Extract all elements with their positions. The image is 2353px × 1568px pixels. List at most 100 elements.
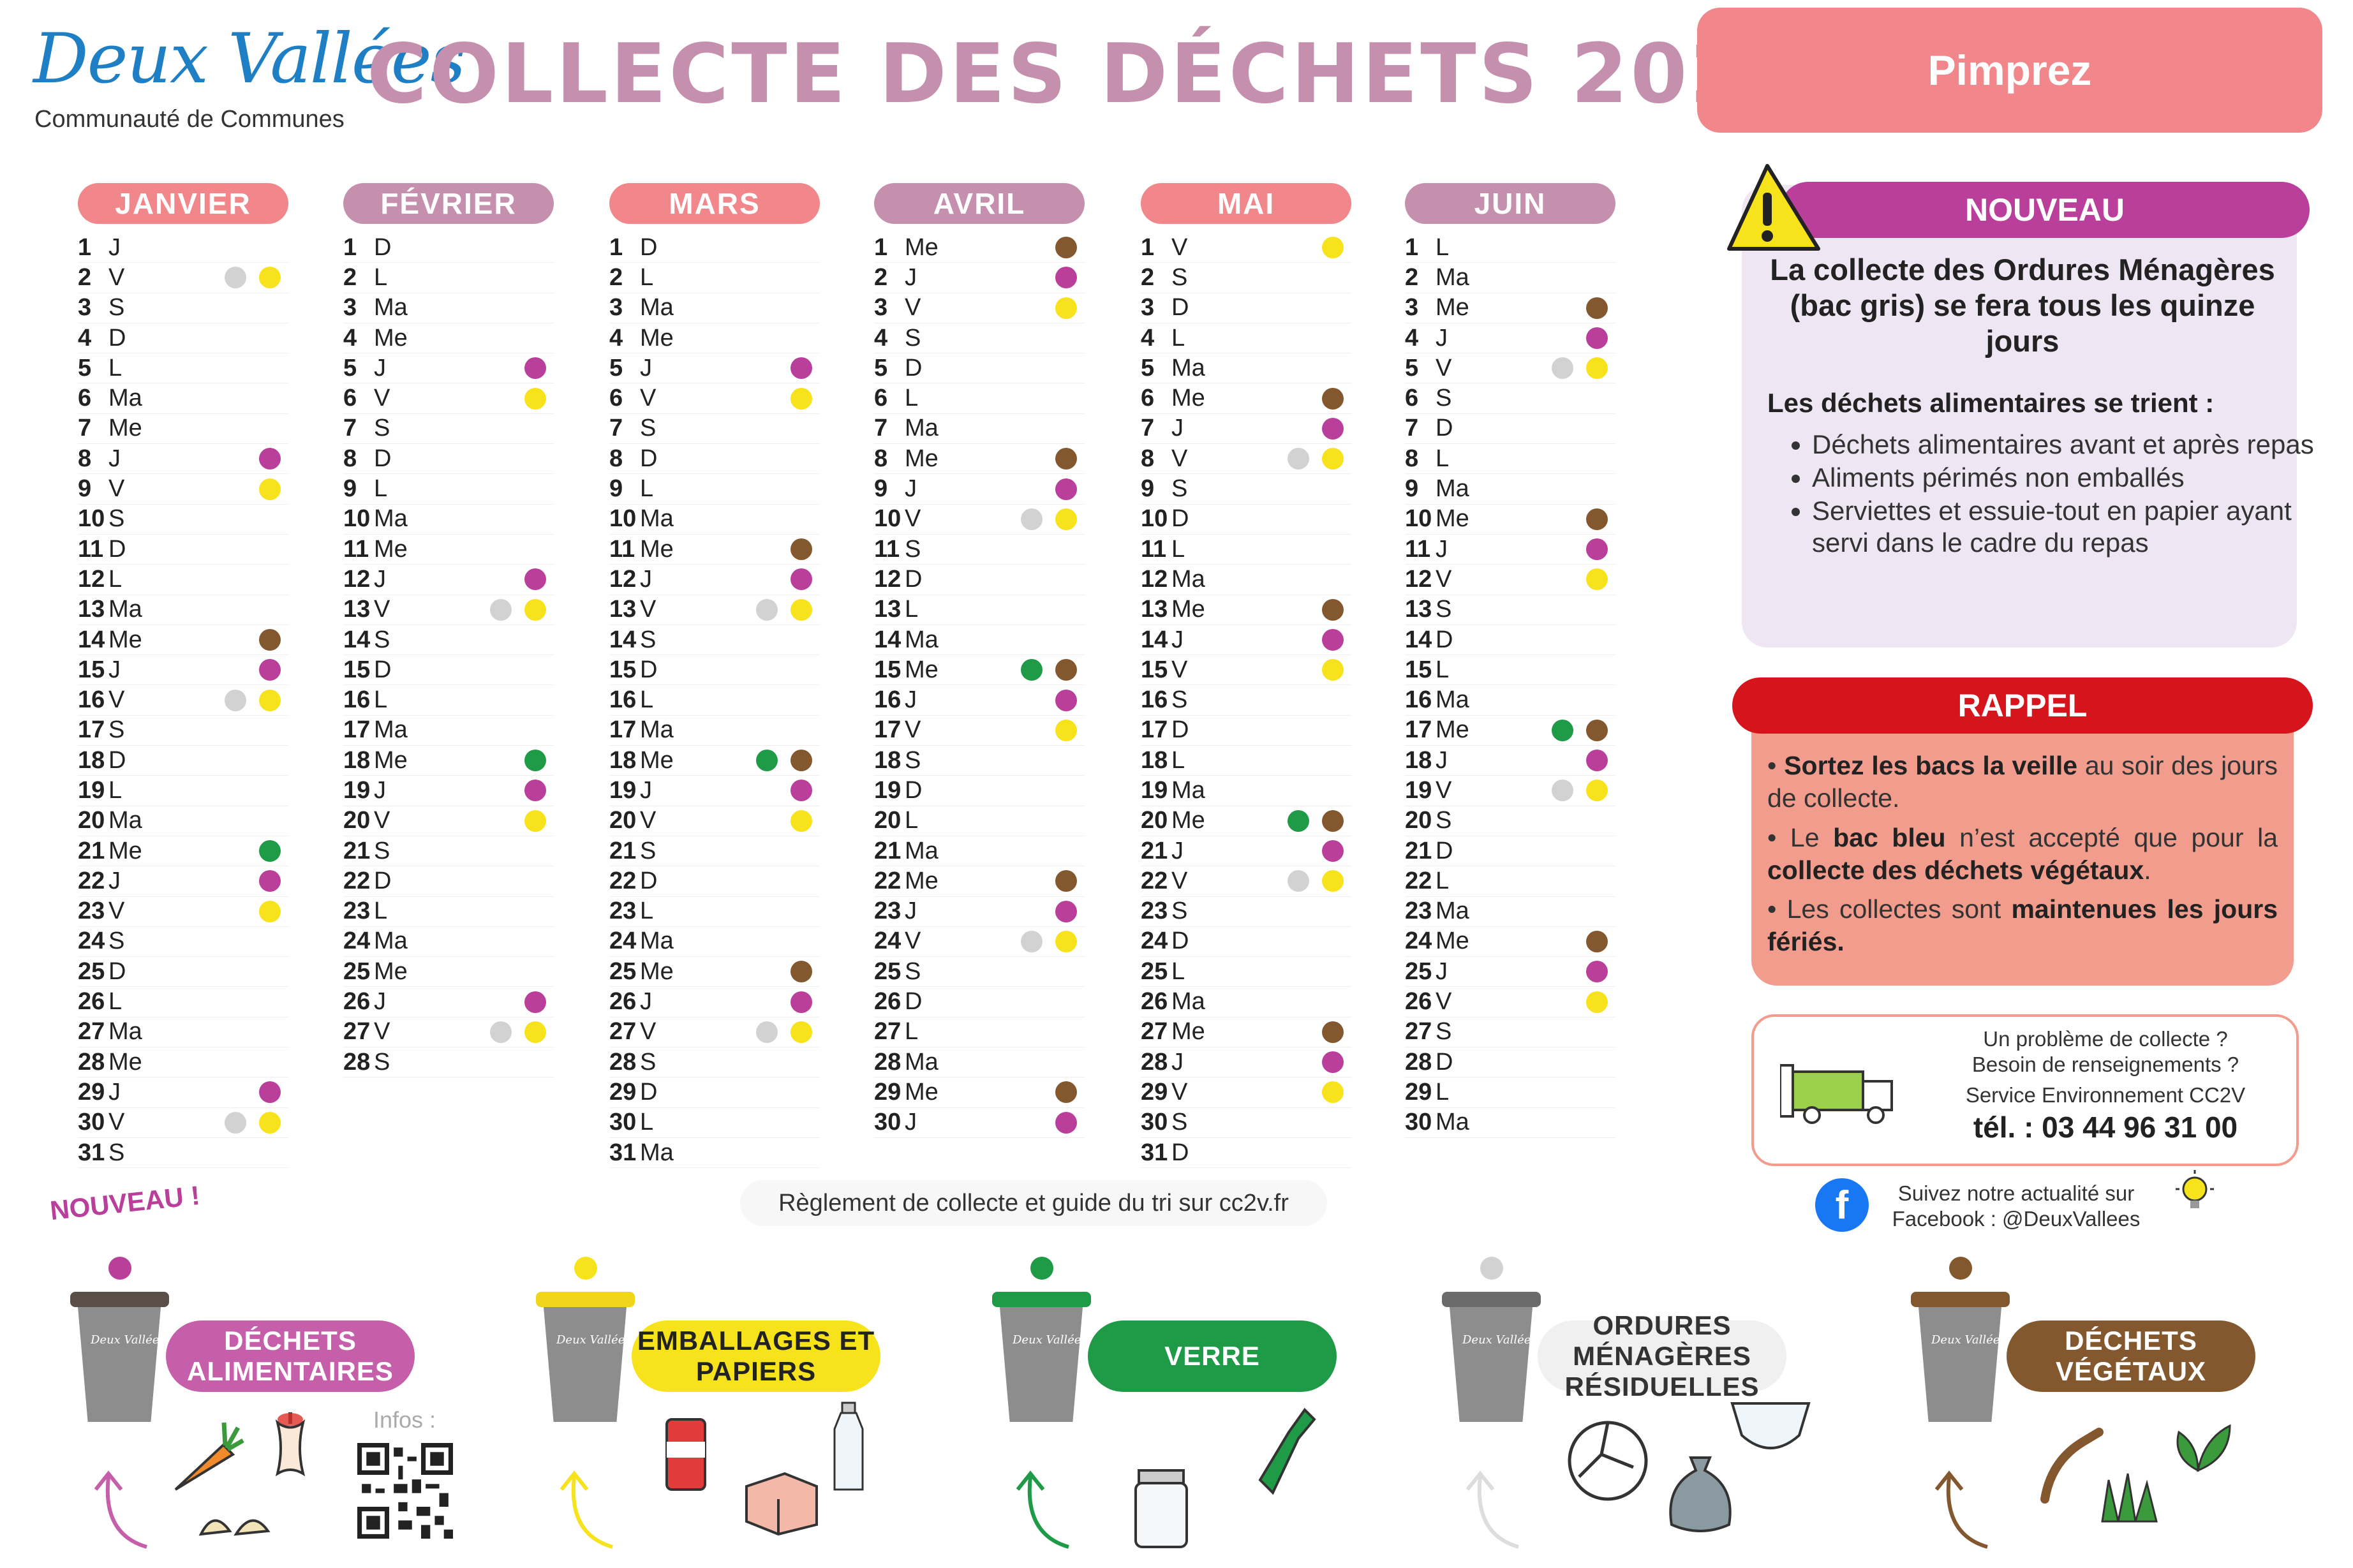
qr-code-icon[interactable] [357, 1443, 453, 1539]
day-letter: D [108, 746, 126, 774]
day-number: 15 [609, 656, 637, 683]
collection-dot-vegetaux [1586, 297, 1608, 319]
day-row: 23 V [78, 897, 288, 927]
day-letter: V [1171, 445, 1188, 472]
nouveau-panel [1742, 185, 2297, 647]
bin-lid [1442, 1292, 1541, 1307]
day-letter: D [1171, 716, 1189, 744]
day-row: 30 L [609, 1108, 820, 1138]
day-number: 24 [1141, 928, 1168, 955]
day-letter: Me [905, 445, 939, 472]
bin-lid [70, 1292, 169, 1307]
facebook-icon[interactable]: f [1815, 1178, 1869, 1232]
day-letter: Me [905, 656, 939, 683]
day-row: 10 S [78, 505, 288, 535]
day-number: 24 [343, 928, 371, 955]
day-letter: Me [374, 535, 408, 563]
day-letter: S [374, 1048, 390, 1076]
collection-dot-vegetaux [791, 538, 812, 561]
day-row: 18 D [78, 746, 288, 776]
collection-dot-verre [1021, 659, 1043, 681]
day-row: 23 Ma [1405, 897, 1615, 927]
day-row: 3 Me [1405, 293, 1615, 323]
day-letter: D [374, 867, 392, 894]
collection-dot-verre [259, 840, 281, 862]
day-row: 13 Ma [78, 595, 288, 625]
day-number: 13 [1405, 596, 1432, 623]
day-row: 18 L [1141, 746, 1351, 776]
day-row: 23 L [343, 897, 554, 927]
day-number: 15 [78, 656, 105, 683]
day-letter: Me [1436, 294, 1469, 322]
day-letter: V [905, 294, 921, 322]
day-number: 11 [1405, 535, 1431, 563]
day-number: 29 [609, 1078, 637, 1106]
month-title: MAI [1141, 183, 1351, 224]
collection-dot-alimentaires [259, 659, 281, 681]
day-letter: L [640, 263, 654, 291]
day-letter: V [1436, 988, 1452, 1016]
day-letter: L [374, 475, 388, 503]
day-number: 18 [609, 746, 637, 774]
collection-dot-alimentaires [791, 357, 812, 380]
day-letter: D [108, 535, 126, 563]
day-number: 16 [874, 686, 902, 714]
contact-phone[interactable]: tél. : 03 44 96 31 00 [1973, 1111, 2238, 1144]
day-number: 9 [343, 475, 357, 503]
day-number: 26 [1141, 988, 1168, 1016]
day-letter: D [1171, 505, 1189, 533]
collection-dot-verre [756, 750, 778, 772]
collection-dot-vegetaux [1322, 598, 1344, 621]
day-letter: V [1436, 565, 1452, 593]
collection-dot-alimentaires [259, 448, 281, 470]
collection-dot-emballages [524, 598, 546, 621]
collection-dot-vegetaux [1055, 1081, 1077, 1104]
collection-truck-icon [1779, 1046, 1908, 1132]
day-row: 21 S [609, 836, 820, 867]
day-letter: Me [108, 626, 142, 653]
day-letter: D [374, 233, 392, 261]
collection-dot-residuelles [756, 598, 778, 621]
collection-dot-alimentaires [1322, 629, 1344, 651]
reglement-link[interactable]: Règlement de collecte et guide du tri su… [740, 1180, 1327, 1226]
bin-dot [1030, 1257, 1053, 1280]
day-letter: S [1171, 898, 1188, 925]
day-letter: Ma [1436, 898, 1469, 925]
day-number: 25 [1141, 958, 1168, 985]
day-number: 7 [874, 415, 888, 442]
day-letter: V [108, 1109, 125, 1136]
bin-label: VERRE [1088, 1320, 1337, 1392]
facebook-handle[interactable]: Facebook : @DeuxVallees [1892, 1207, 2141, 1231]
day-row: 21 Me [78, 836, 288, 867]
day-letter: L [640, 686, 654, 714]
day-letter: S [1171, 475, 1188, 503]
day-row: 14 Ma [874, 625, 1085, 656]
month-column: JANVIER 1 J 2 V 3 S 4 D 5 L 6 Ma 7 Me 8 J 9 V 10 S 11 D 12 L 13 Ma… [78, 183, 288, 1169]
collection-dot-alimentaires [1586, 538, 1608, 561]
day-letter: L [1436, 1078, 1450, 1106]
day-row: 11 D [78, 535, 288, 565]
day-letter: D [1436, 415, 1453, 442]
day-letter: D [640, 867, 658, 894]
day-number: 30 [874, 1109, 902, 1136]
arrow-up-icon [560, 1470, 613, 1549]
grass-icon [2096, 1467, 2166, 1528]
day-row: 24 Ma [343, 927, 554, 958]
day-number: 9 [1141, 475, 1155, 503]
day-letter: S [1171, 686, 1188, 714]
day-number: 2 [1141, 263, 1155, 291]
broken-plate-icon [1563, 1416, 1652, 1509]
collection-dot-residuelles [225, 689, 246, 711]
collection-dot-alimentaires [524, 780, 546, 802]
collection-dot-vegetaux [1055, 870, 1077, 892]
day-number: 22 [343, 867, 371, 894]
day-row: 22 V [1141, 866, 1351, 897]
day-number: 5 [609, 354, 623, 381]
collection-dot-alimentaires [1055, 267, 1077, 289]
day-letter: V [374, 1018, 390, 1046]
